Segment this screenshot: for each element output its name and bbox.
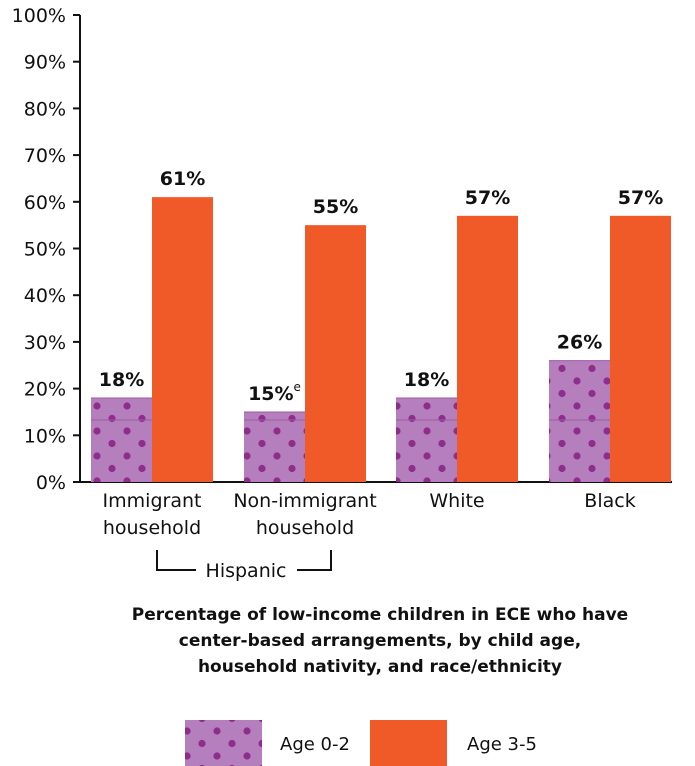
data-label-value: 15% xyxy=(248,383,293,405)
data-label: 57% xyxy=(618,187,663,209)
bar-age-0-2 xyxy=(244,411,305,482)
y-tick-label: 70% xyxy=(24,145,66,167)
data-label-value: 61% xyxy=(160,168,205,190)
bar-age-0-2 xyxy=(91,397,152,482)
y-tick-label: 60% xyxy=(24,192,66,214)
y-tick-label: 40% xyxy=(24,285,66,307)
data-label: 15%e xyxy=(248,380,301,405)
y-tick-label: 90% xyxy=(24,52,66,74)
data-label-value: 26% xyxy=(557,332,602,354)
data-label: 55% xyxy=(313,196,358,218)
group-label-hispanic: Hispanic xyxy=(206,560,287,582)
y-axis: 0% 10% 20% 30% 40% 50% 60% 70% 80% 90% 100% xyxy=(12,5,672,494)
category-label: household xyxy=(103,517,201,539)
bars-group xyxy=(91,197,671,482)
category-label: Immigrant xyxy=(103,490,202,512)
chart-title-line: household nativity, and race/ethnicity xyxy=(198,657,562,677)
bar-age-3-5 xyxy=(610,215,671,482)
y-tick-label: 0% xyxy=(36,472,66,494)
y-tick-label: 20% xyxy=(24,379,66,401)
data-label-value: 18% xyxy=(404,369,449,391)
data-label-value: 57% xyxy=(465,187,510,209)
legend-swatch-age-3-5 xyxy=(370,720,447,766)
chart-title: Percentage of low-income children in ECE… xyxy=(132,605,628,677)
data-label: 57% xyxy=(465,187,510,209)
y-tick-label: 10% xyxy=(24,425,66,447)
chart-title-line: Percentage of low-income children in ECE… xyxy=(132,605,628,625)
legend-swatch-age-0-2 xyxy=(185,720,262,766)
data-label-value: 57% xyxy=(618,187,663,209)
data-label: 26% xyxy=(557,332,602,354)
bracket-right xyxy=(297,550,332,571)
bar-age-3-5 xyxy=(152,197,213,482)
data-label: 18% xyxy=(404,369,449,391)
y-tick-label: 100% xyxy=(12,5,66,27)
category-label: Non-immigrant xyxy=(233,490,376,512)
data-labels-group: 18% 61% 15%e 55% 18% 57% 26% 57% xyxy=(99,168,663,405)
y-tick-label: 50% xyxy=(24,239,66,261)
legend-label: Age 0-2 xyxy=(280,734,350,755)
data-label-superscript: e xyxy=(294,380,301,394)
category-label: household xyxy=(256,517,354,539)
y-tick-label: 80% xyxy=(24,98,66,120)
category-label: White xyxy=(429,490,484,512)
data-label-value: 18% xyxy=(99,369,144,391)
bar-age-0-2 xyxy=(396,397,457,482)
data-label-value: 55% xyxy=(313,196,358,218)
bar-age-3-5 xyxy=(457,215,518,482)
category-label: Black xyxy=(584,490,635,512)
data-label: 61% xyxy=(160,168,205,190)
bracket-left xyxy=(156,550,196,571)
bar-age-3-5 xyxy=(305,225,366,482)
data-label: 18% xyxy=(99,369,144,391)
legend-label: Age 3-5 xyxy=(467,734,537,755)
chart-title-line: center-based arrangements, by child age, xyxy=(179,631,581,651)
y-tick-label: 30% xyxy=(24,332,66,354)
category-labels-group: Immigrant household Non-immigrant household… xyxy=(103,490,636,539)
legend: Age 0-2 Age 3-5 xyxy=(185,720,537,766)
bar-age-0-2 xyxy=(549,360,610,482)
hispanic-bracket: Hispanic xyxy=(156,550,332,582)
